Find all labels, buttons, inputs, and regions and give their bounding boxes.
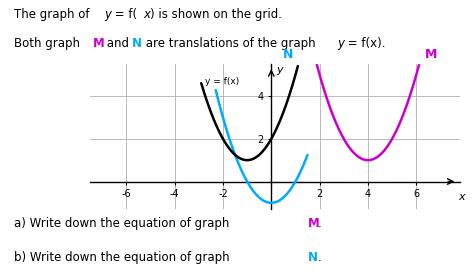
Text: x: x xyxy=(458,192,465,202)
Text: y: y xyxy=(104,8,111,21)
Text: are translations of the graph: are translations of the graph xyxy=(142,37,319,50)
Text: N: N xyxy=(308,251,318,264)
Text: .: . xyxy=(318,251,322,264)
Text: ) is shown on the grid.: ) is shown on the grid. xyxy=(150,8,282,21)
Text: M: M xyxy=(308,217,320,230)
Text: and: and xyxy=(103,37,133,50)
Text: a) Write down the equation of graph: a) Write down the equation of graph xyxy=(14,217,233,230)
Text: M: M xyxy=(425,48,437,61)
Text: b) Write down the equation of graph: b) Write down the equation of graph xyxy=(14,251,233,264)
Text: x: x xyxy=(143,8,150,21)
Text: y: y xyxy=(276,65,283,75)
Text: Both graph: Both graph xyxy=(14,37,84,50)
Text: N: N xyxy=(132,37,142,50)
Text: M: M xyxy=(93,37,105,50)
Text: = f(x).: = f(x). xyxy=(344,37,385,50)
Text: y = f(x): y = f(x) xyxy=(205,77,239,86)
Text: N: N xyxy=(283,48,293,61)
Text: The graph of: The graph of xyxy=(14,8,93,21)
Text: y: y xyxy=(337,37,344,50)
Text: .: . xyxy=(318,217,322,230)
Text: = f(: = f( xyxy=(111,8,137,21)
